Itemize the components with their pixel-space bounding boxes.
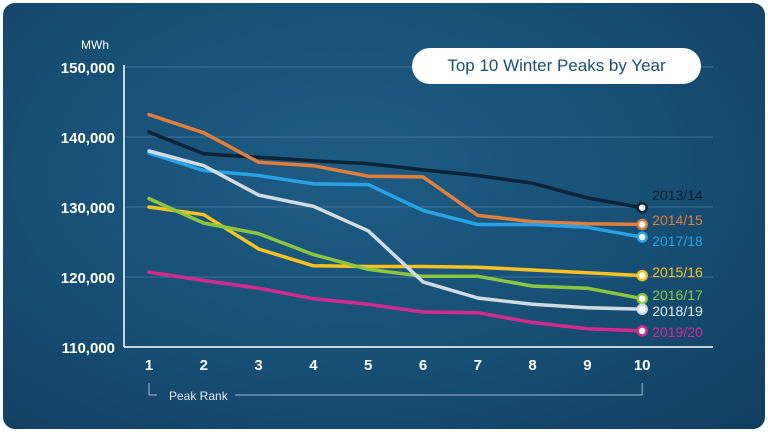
series-end-marker	[636, 201, 648, 214]
x-tick-label: 2	[200, 357, 208, 374]
series-label: 2018/19	[652, 303, 703, 319]
line-chart: 110,000 120,000 130,000 140,000 150,000 1 2 3 4…	[61, 38, 713, 403]
series-line-2016-17	[147, 196, 644, 301]
series-label: 2014/15	[652, 212, 703, 228]
y-tick-labels: 110,000 120,000 130,000 140,000 150,000	[61, 60, 115, 357]
series-line-2019-20	[147, 270, 644, 333]
series-end-marker	[636, 269, 648, 282]
bracket-left	[148, 383, 157, 396]
x-tick-label: 4	[309, 357, 318, 374]
series-label: 2013/14	[652, 187, 703, 203]
y-tick-label: 120,000	[61, 270, 115, 287]
x-tick-labels: 1 2 3 4 5 6 7 8 9 10	[145, 357, 651, 374]
bracket-right	[235, 383, 643, 396]
series-end-markers	[636, 201, 648, 337]
series-label: 2019/20	[652, 324, 703, 340]
series-line-2015-16	[147, 205, 644, 278]
y-tick-label: 110,000	[62, 340, 115, 357]
series-labels: 2013/14 2014/15 2017/18 2015/16 2016/172018/…	[652, 187, 703, 340]
x-axis-label: Peak Rank	[169, 389, 229, 403]
y-tick-label: 150,000	[61, 60, 115, 77]
x-tick-label: 6	[419, 357, 427, 374]
series-label: 2016/17	[652, 287, 703, 303]
series-end-marker	[636, 231, 648, 243]
x-tick-label: 9	[583, 357, 591, 374]
series-label: 2015/16	[652, 264, 703, 280]
series-line-2017-18	[147, 151, 644, 239]
series-end-marker	[636, 218, 648, 231]
x-tick-label: 7	[474, 357, 482, 374]
series-line-2014-15	[147, 112, 644, 227]
x-tick-label: 1	[145, 357, 153, 374]
y-tick-label: 140,000	[61, 130, 115, 147]
series-line-2013-14	[147, 130, 644, 210]
y-axis-label: MWh	[81, 38, 109, 52]
series-lines	[147, 112, 644, 333]
x-tick-label: 8	[528, 357, 536, 374]
x-tick-label: 5	[364, 357, 372, 374]
chart-frame: 110,000 120,000 130,000 140,000 150,000 1 2 3 4…	[3, 3, 765, 429]
axes	[123, 65, 713, 348]
x-tick-label: 10	[634, 357, 651, 374]
x-axis-bracket	[148, 383, 643, 396]
x-tick-label: 3	[254, 357, 262, 374]
series-end-marker	[636, 292, 648, 305]
series-label: 2017/18	[652, 233, 703, 249]
series-line-2018-19	[147, 149, 644, 311]
series-end-marker	[636, 303, 648, 315]
chart-title: Top 10 Winter Peaks by Year	[412, 48, 701, 84]
y-tick-label: 130,000	[61, 200, 115, 217]
series-end-marker	[636, 325, 648, 337]
